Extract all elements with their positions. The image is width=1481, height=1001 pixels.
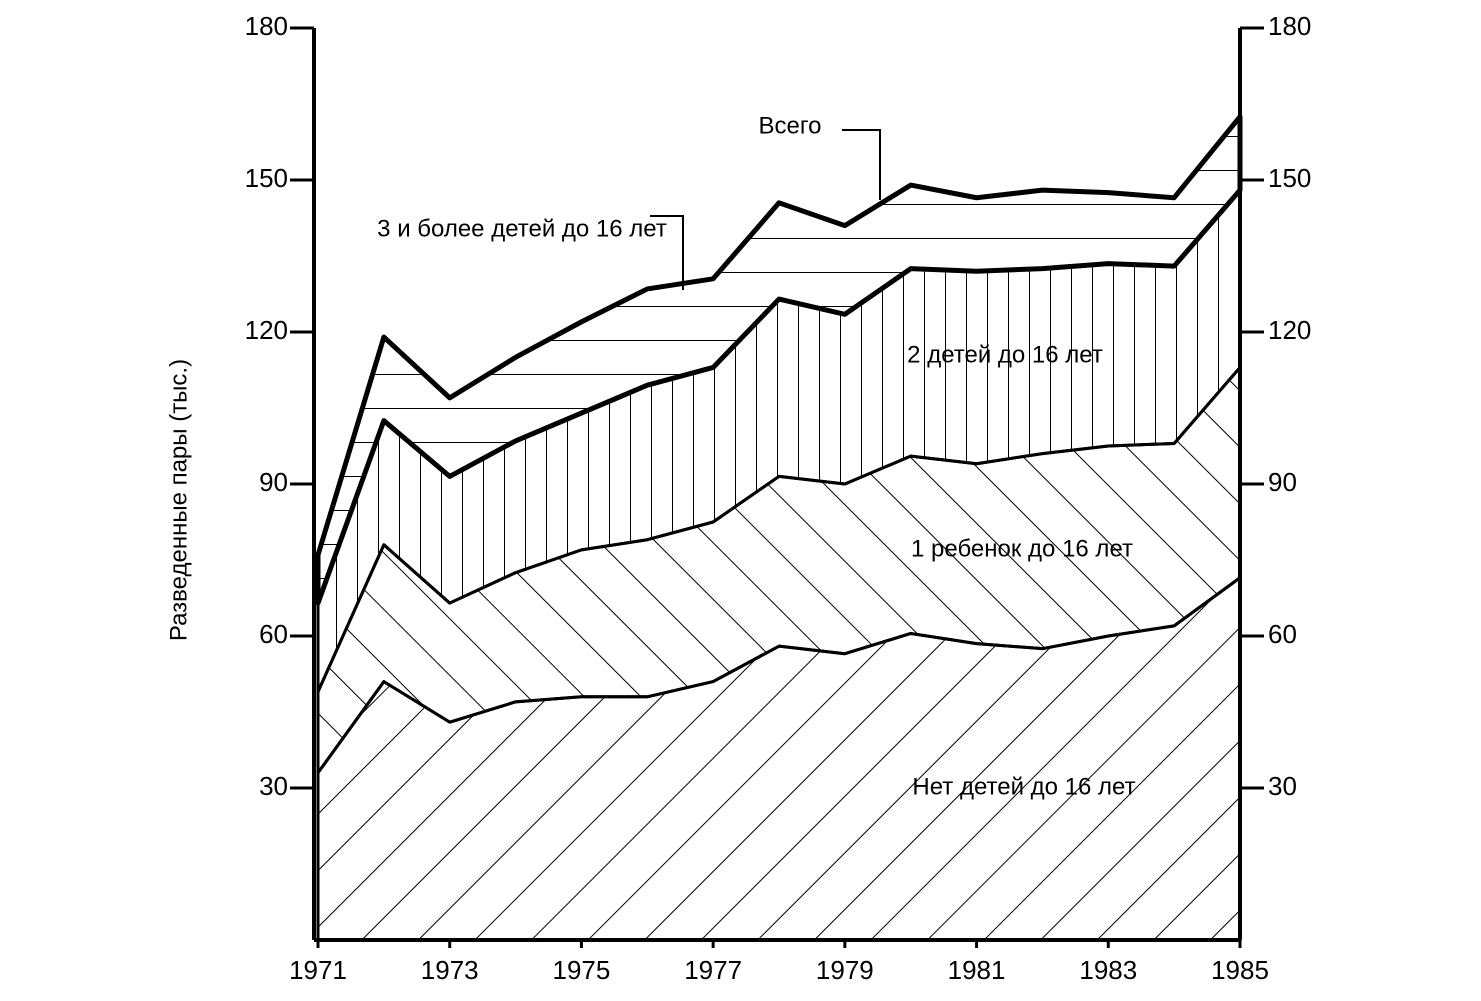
y-tick-label: 150 [245,163,288,193]
series-label: 3 и более детей до 16 лет [377,215,667,242]
y2-tick-label: 30 [1268,771,1297,801]
series-label: 1 ребенок до 16 лет [911,535,1133,562]
y2-tick-label: 120 [1268,315,1311,345]
x-tick-label: 1981 [948,955,1006,985]
x-tick-label: 1975 [553,955,611,985]
x-tick-label: 1983 [1079,955,1137,985]
x-tick-label: 1979 [816,955,874,985]
leader-line [650,215,684,290]
y-tick-label: 30 [259,771,288,801]
y-axis-label: Разведенные пары (тыс.) [165,359,192,641]
x-tick-label: 1985 [1211,955,1269,985]
y2-tick-label: 180 [1268,11,1311,41]
y-tick-label: 120 [245,315,288,345]
y-tick-label: 90 [259,467,288,497]
y2-tick-label: 150 [1268,163,1311,193]
x-tick-label: 1977 [684,955,742,985]
y-tick-label: 60 [259,619,288,649]
annotation: Всего [759,112,822,139]
series-label: 2 детей до 16 лет [907,341,1103,368]
leader-line [842,129,881,200]
y2-tick-label: 90 [1268,467,1297,497]
y2-tick-label: 60 [1268,619,1297,649]
series-label: Нет детей до 16 лет [912,773,1135,800]
x-tick-label: 1971 [289,955,347,985]
x-tick-label: 1973 [421,955,479,985]
y-tick-label: 180 [245,11,288,41]
